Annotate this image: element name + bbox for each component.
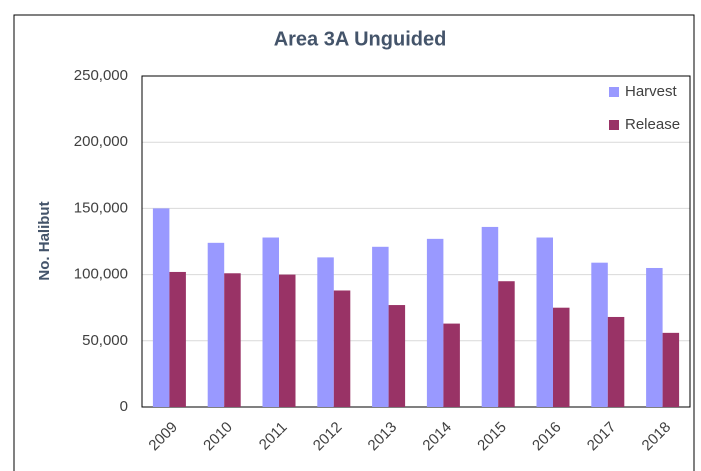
- bar: [426, 238, 444, 407]
- plot-border: [141, 75, 691, 408]
- legend-swatch: [609, 87, 619, 97]
- y-tick-label: 100,000: [74, 266, 128, 283]
- bar: [169, 271, 186, 407]
- y-tick-label: 150,000: [74, 199, 128, 216]
- y-tick-label: 50,000: [82, 332, 128, 349]
- bar: [591, 262, 608, 407]
- legend-label: Harvest: [625, 83, 678, 100]
- bar: [646, 267, 663, 407]
- bar: [481, 226, 499, 407]
- legend-swatch: [609, 120, 619, 130]
- bar: [224, 273, 241, 407]
- chart-title: Area 3A Unguided: [274, 28, 447, 50]
- bar: [662, 332, 680, 407]
- frame: [13, 14, 695, 471]
- bar: [607, 316, 625, 407]
- bar: [152, 208, 170, 407]
- bar: [443, 323, 460, 407]
- bar: [207, 242, 225, 407]
- bar: [262, 237, 279, 407]
- bar: [498, 281, 515, 407]
- bar: [372, 246, 389, 407]
- y-tick-label: 200,000: [74, 133, 128, 150]
- legend-label: Release: [625, 116, 680, 133]
- bar: [536, 237, 553, 407]
- y-tick-label: 250,000: [74, 67, 128, 84]
- bar: [317, 257, 334, 407]
- bar: [553, 307, 570, 407]
- y-tick-label: 0: [120, 398, 128, 415]
- bar: [279, 274, 296, 407]
- bar: [388, 305, 406, 407]
- bar: [333, 290, 351, 407]
- y-axis-label: No. Halibut: [36, 201, 53, 280]
